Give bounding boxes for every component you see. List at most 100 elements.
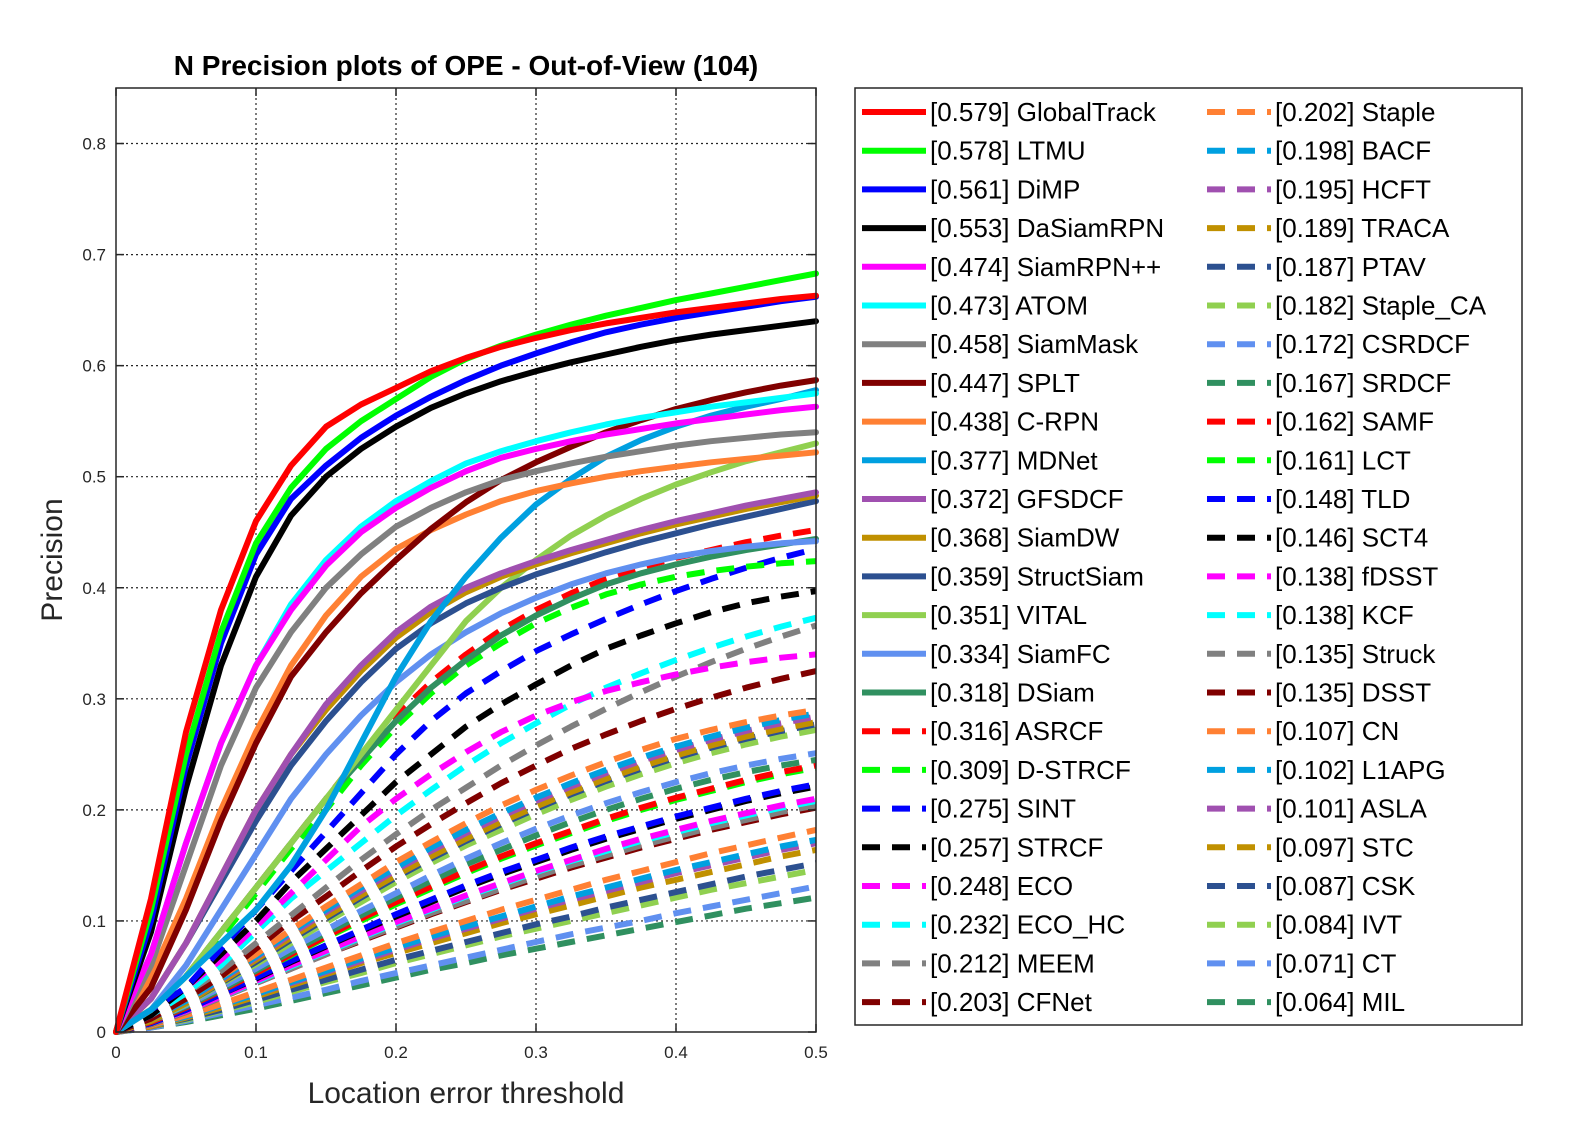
series-line [114,558,817,1035]
x-tick-label: 0.5 [804,1043,828,1062]
legend-item: [0.064] MIL [1207,987,1405,1017]
y-tick-label: 0.7 [82,246,106,265]
legend-item: [0.161] LCT [1207,445,1411,475]
legend-label: [0.107] CN [1275,716,1399,746]
legend-label: [0.182] Staple_CA [1275,291,1487,321]
legend-item: [0.334] SiamFC [862,639,1111,669]
legend-item: [0.212] MEEM [862,948,1095,978]
series-line [114,614,817,1035]
legend-label: [0.146] SCT4 [1275,523,1428,553]
plot-area-frame [115,87,817,1033]
legend-item: [0.372] GFSDCF [862,484,1124,514]
legend-item: [0.202] Staple [1207,97,1435,127]
legend-label: [0.316] ASRCF [930,716,1103,746]
legend-label: [0.474] SiamRPN++ [930,252,1161,282]
legend-label: [0.438] C-RPN [930,407,1099,437]
series-line [115,866,817,1035]
x-axis-label: Location error threshold [308,1077,625,1110]
legend-label: [0.257] STRCF [930,832,1103,862]
legend-label: [0.148] TLD [1275,484,1410,514]
series-line [113,489,819,1035]
legend-label: [0.071] CT [1275,948,1397,978]
legend-label: [0.162] SAMF [1275,407,1434,437]
legend-item: [0.203] CFNet [862,987,1093,1017]
legend-label: [0.064] MIL [1275,987,1405,1017]
series-line [114,588,817,1035]
series-line [113,292,819,1035]
legend-label: [0.195] HCFT [1275,174,1431,204]
series-line [113,429,819,1035]
legend-item: [0.377] MDNet [862,445,1098,475]
series-line [115,826,817,1035]
y-tick-label: 0.4 [82,579,106,598]
y-tick-label: 0 [97,1023,106,1042]
legend-item: [0.189] TRACA [1207,213,1450,243]
legend-label: [0.135] DSST [1275,678,1431,708]
legend-label: [0.309] D-STRCF [930,755,1131,785]
series-line [113,449,819,1035]
legend-item: [0.138] KCF [1207,600,1414,630]
legend-item: [0.309] D-STRCF [862,755,1131,785]
series-line [113,377,819,1035]
legend-label: [0.097] STC [1275,832,1414,862]
legend-label: [0.578] LTMU [930,136,1086,166]
series-line [113,538,819,1035]
series-line [114,668,817,1035]
x-tick-label: 0 [111,1043,120,1062]
legend-item: [0.553] DaSiamRPN [862,213,1164,243]
legend-item: [0.561] DiMP [862,174,1080,204]
legend-item: [0.275] SINT [862,794,1076,824]
legend-item: [0.473] ATOM [862,291,1088,321]
legend-label: [0.458] SiamMask [930,329,1139,359]
series-line [115,781,817,1035]
legend-item: [0.474] SiamRPN++ [862,252,1161,282]
legend-label: [0.579] GlobalTrack [930,97,1157,127]
legend-item: [0.316] ASRCF [862,716,1103,746]
legend-label: [0.334] SiamFC [930,639,1111,669]
legend: [0.579] GlobalTrack [0.578] LTMU [0.561] D… [862,97,1487,1017]
legend-item: [0.351] VITAL [862,600,1087,630]
legend-label: [0.101] ASLA [1275,794,1427,824]
legend-item: [0.146] SCT4 [1207,523,1428,553]
legend-label: [0.212] MEEM [930,948,1095,978]
series-line [113,440,819,1035]
legend-item: [0.084] IVT [1207,910,1402,940]
y-tick-label: 0.2 [82,801,106,820]
legend-label: [0.084] IVT [1275,910,1402,940]
chart-title: N Precision plots of OPE - Out-of-View (… [174,50,758,81]
legend-label: [0.198] BACF [1275,136,1431,166]
legend-item: [0.071] CT [1207,948,1397,978]
legend-label: [0.248] ECO [930,871,1073,901]
legend-label: [0.138] KCF [1275,600,1414,630]
series-layer [113,270,819,1035]
legend-item: [0.248] ECO [862,871,1073,901]
x-tick-label: 0.3 [524,1043,548,1062]
legend-item: [0.101] ASLA [1207,794,1427,824]
legend-item: [0.195] HCFT [1207,174,1431,204]
legend-label: [0.203] CFNet [930,987,1093,1017]
legend-label: [0.368] SiamDW [930,523,1120,553]
legend-item: [0.138] fDSST [1207,561,1438,591]
legend-item: [0.135] Struck [1207,639,1436,669]
series-line [113,498,819,1035]
legend-item: [0.447] SPLT [862,368,1080,398]
legend-item: [0.318] DSiam [862,678,1095,708]
series-line [113,293,819,1035]
legend-item: [0.087] CSK [1207,871,1416,901]
legend-item: [0.578] LTMU [862,136,1086,166]
legend-label: [0.172] CSRDCF [1275,329,1470,359]
legend-label: [0.187] PTAV [1275,252,1426,282]
legend-item: [0.107] CN [1207,716,1399,746]
legend-item: [0.368] SiamDW [862,523,1120,553]
legend-label: [0.202] Staple [1275,97,1435,127]
legend-label: [0.351] VITAL [930,600,1087,630]
legend-label: [0.318] DSiam [930,678,1095,708]
legend-label: [0.359] StructSiam [930,561,1144,591]
x-tick-label: 0.2 [384,1043,408,1062]
legend-label: [0.135] Struck [1275,639,1436,669]
legend-box [854,87,1523,1026]
legend-label: [0.087] CSK [1275,871,1416,901]
legend-item: [0.167] SRDCF [1207,368,1451,398]
legend-label: [0.275] SINT [930,794,1076,824]
legend-item: [0.135] DSST [1207,678,1431,708]
